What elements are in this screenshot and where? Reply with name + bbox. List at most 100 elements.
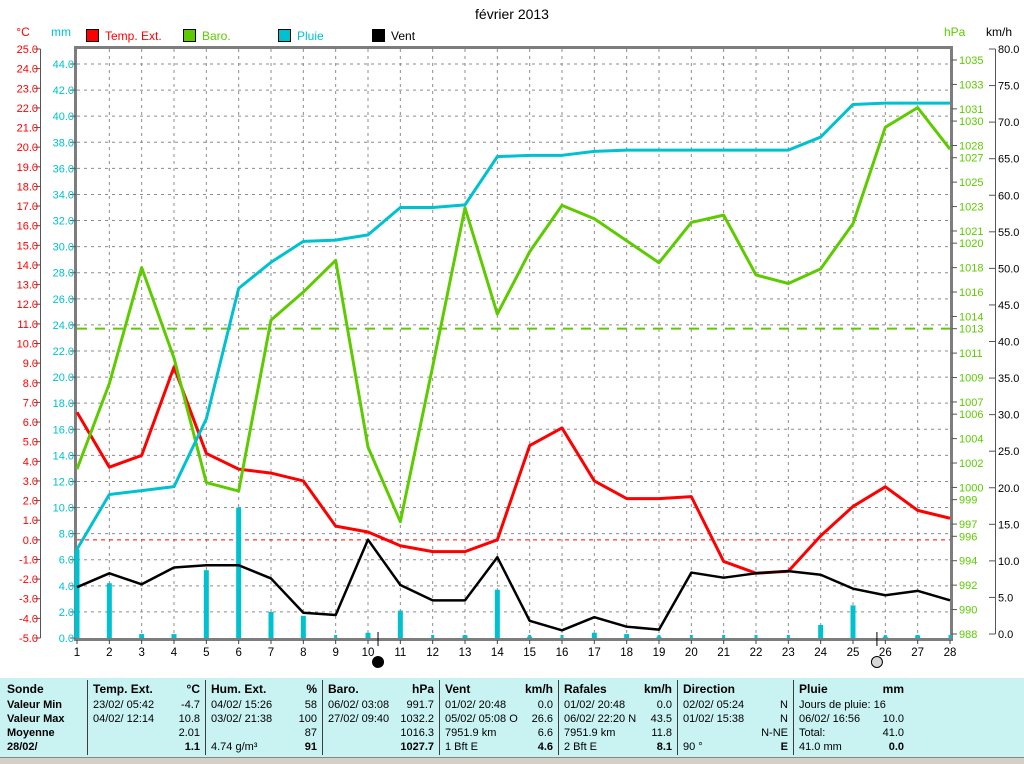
temp-tick-label: 9.0 <box>23 358 38 370</box>
stats-row-label: 02/02/ 05:24 <box>683 699 745 711</box>
stats-row-label: 04/02/ 12:14 <box>93 713 155 725</box>
stats-row: 01/02/ 15:38 N <box>678 712 794 726</box>
legend-item-pluie: Pluie <box>278 28 324 43</box>
baro-tick-label: 1020 <box>959 238 983 250</box>
stats-row-value: 0.0 <box>537 699 553 711</box>
rain-tick-label: 20.0 <box>53 372 74 384</box>
day-label: 26 <box>879 647 892 659</box>
stats-col-header: Pluie mm <box>794 680 910 698</box>
stats-row-value: 11.8 <box>651 727 672 739</box>
baro-tick-label: 1016 <box>959 287 983 299</box>
col-unit: % <box>306 682 317 696</box>
day-label: 12 <box>426 647 439 659</box>
wind-tick-label: 10.0 <box>998 556 1019 568</box>
plot-border <box>74 46 953 641</box>
day-label: 18 <box>620 647 633 659</box>
rain-zero-nub <box>334 635 338 638</box>
stats-table: Sonde Valeur Min Valeur Max Moyenne 28/02/Te… <box>0 678 1024 757</box>
stats-row: 28/02/ <box>2 740 87 754</box>
stats-row: 03/02/ 21:38 100 <box>206 712 323 726</box>
stats-row: 7951.9 km 11.8 <box>559 726 678 740</box>
day-label: 19 <box>653 647 666 659</box>
rain-bar <box>365 632 371 638</box>
rain-tick-label: 12.0 <box>53 476 74 488</box>
stats-row: 1027.7 <box>323 740 440 754</box>
rain-bar <box>106 583 112 638</box>
baro-tick-label: 1006 <box>959 409 983 421</box>
stats-row-label: 7951.9 km <box>564 727 616 739</box>
wind-tick-label: 5.0 <box>998 592 1013 604</box>
rain-tick-label: 22.0 <box>53 346 74 358</box>
baro-tick-label: 1011 <box>959 348 983 360</box>
legend-label: Pluie <box>297 29 324 43</box>
col-title: Direction <box>683 682 736 696</box>
stats-row-value: 4.6 <box>537 741 553 753</box>
page-title: février 2013 <box>475 6 549 22</box>
rain-tick-label: 10.0 <box>53 503 74 515</box>
rain-zero-nub <box>431 635 435 638</box>
baro-tick-label: 997 <box>959 519 977 531</box>
window-bottom-edge <box>0 757 1024 764</box>
stats-row: 06/02/ 16:56 10.0 <box>794 712 910 726</box>
stats-row-value: 1027.7 <box>400 741 434 753</box>
rain-axis-unit-label: mm <box>51 25 71 39</box>
stats-row: Moyenne <box>2 726 87 740</box>
rain-zero-nub <box>528 635 532 638</box>
rain-tick-label: 24.0 <box>53 320 74 332</box>
day-label: 20 <box>685 647 698 659</box>
stats-row: 4.74 g/m³ 91 <box>206 740 323 754</box>
rain-bar <box>462 635 468 638</box>
stats-row: 90 ° E <box>678 740 794 754</box>
stats-col-header: Vent km/h <box>440 680 559 698</box>
day-label: 10 <box>362 647 375 659</box>
wind-axis-unit-label: km/h <box>986 25 1013 39</box>
rain-zero-nub <box>786 635 790 638</box>
rain-tick-label: 18.0 <box>53 398 74 410</box>
rain-zero-nub <box>722 635 726 638</box>
stats-col-temp-ext: Temp. Ext. °C 23/02/ 05:42 -4.7 04/02/ 12:14… <box>87 680 206 755</box>
col-unit: mm <box>882 682 904 696</box>
baro-tick-label: 1000 <box>959 482 983 494</box>
rain-tick-label: 38.0 <box>53 137 74 149</box>
legend-label: Vent <box>391 29 416 43</box>
baro-tick-label: 1035 <box>959 55 983 67</box>
temp-tick-label: 1.0 <box>23 515 38 527</box>
wind-tick-label: 60.0 <box>998 190 1019 202</box>
stats-row-label: 1 Bft E <box>445 741 479 753</box>
stats-col-header: Direction <box>678 680 794 698</box>
stats-row-value: 26.6 <box>531 713 553 725</box>
day-label: 1 <box>74 647 80 659</box>
temp-tick-label: 11.0 <box>17 319 38 331</box>
rain-tick-label: 40.0 <box>53 111 74 123</box>
stats-row-label: 01/02/ 20:48 <box>445 699 507 711</box>
stats-col-header: Temp. Ext. °C <box>88 680 206 698</box>
rain-bar <box>527 636 533 638</box>
stats-row-value: 91 <box>304 741 317 753</box>
stats-row-value: 100 <box>298 713 317 725</box>
rain-bar <box>850 605 856 638</box>
baro-tick-label: 1023 <box>959 202 983 214</box>
stats-col-direction: Direction 02/02/ 05:24 N 01/02/ 15:38 N N-NE 9… <box>677 680 794 755</box>
rain-bar <box>74 549 80 638</box>
temp-tick-label: -2.0 <box>19 574 38 586</box>
day-label: 9 <box>332 647 338 659</box>
stats-row-label: 2 Bft E <box>564 741 598 753</box>
col-unit: km/h <box>524 682 553 696</box>
legend-item-temp-ext: Temp. Ext. <box>86 28 162 43</box>
temp-tick-label: 14.0 <box>17 260 38 272</box>
series-line-temp-ext <box>75 365 951 575</box>
temp-axis-unit-label: °C <box>16 25 30 39</box>
series-line-baro <box>75 106 952 524</box>
day-label: 14 <box>491 647 504 659</box>
stats-row-label: Moyenne <box>7 727 55 739</box>
temp-tick-label: 24.0 <box>17 64 38 76</box>
day-label: 22 <box>750 647 763 659</box>
wind-tick-label: 20.0 <box>998 483 1019 495</box>
day-label: 11 <box>394 647 406 659</box>
legend-swatch-icon <box>372 29 385 42</box>
rain-bar <box>624 634 630 638</box>
stats-row: 04/02/ 15:26 58 <box>206 698 323 712</box>
baro-tick-label: 1013 <box>959 324 983 336</box>
stats-row: 01/02/ 20:48 0.0 <box>559 698 678 712</box>
stats-row-value: 41.0 <box>882 727 904 739</box>
